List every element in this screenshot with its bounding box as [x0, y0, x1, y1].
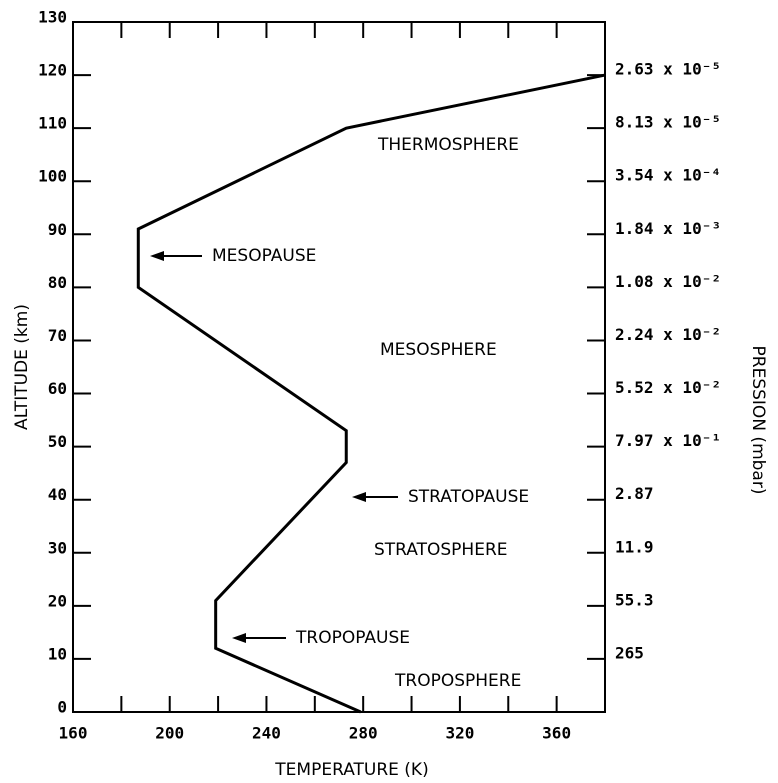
- annotation: TROPOSPHERE: [394, 671, 521, 691]
- temperature-line: [136, 73, 606, 714]
- x-axis-label: TEMPERATURE (K): [274, 760, 428, 780]
- y-tick-label: 50: [48, 432, 67, 451]
- y-tick-label: 100: [38, 167, 67, 186]
- y2-tick-label: 2.87: [615, 484, 654, 503]
- y2-tick-label: 2.24 x 10⁻²: [615, 325, 721, 344]
- y2-tick-label: 1.08 x 10⁻²: [615, 272, 721, 291]
- y-tick-label: 70: [48, 326, 67, 345]
- x-tick-label: 280: [349, 724, 378, 743]
- y2-tick-label: 7.97 x 10⁻¹: [615, 431, 721, 450]
- plot-frame: [72, 21, 606, 713]
- y2-tick-label: 3.54 x 10⁻⁴: [615, 166, 721, 185]
- y-axis-label: ALTITUDE (km): [12, 304, 32, 430]
- annotation: TROPOPAUSE: [295, 628, 410, 648]
- y2-tick-label: 55.3: [615, 590, 654, 609]
- y2-tick-label: 1.84 x 10⁻³: [615, 219, 721, 238]
- y-tick-label: 60: [48, 379, 67, 398]
- y2-tick-label: 5.52 x 10⁻²: [615, 378, 721, 397]
- annotation: MESOPAUSE: [212, 246, 316, 266]
- y2-tick-label: 11.9: [615, 537, 654, 556]
- y-tick-label: 130: [38, 8, 67, 27]
- y-tick-label: 30: [48, 538, 67, 557]
- y2-tick-label: 265: [615, 643, 644, 662]
- x-tick-label: 360: [542, 724, 571, 743]
- annotation: THERMOSPHERE: [377, 135, 519, 155]
- y-tick-label: 90: [48, 220, 67, 239]
- x-tick-label: 200: [155, 724, 184, 743]
- annotation: STRATOPAUSE: [408, 487, 529, 507]
- y-tick-label: 40: [48, 485, 67, 504]
- annotation: STRATOSPHERE: [374, 540, 508, 560]
- y-tick-label: 20: [48, 591, 67, 610]
- x-tick-label: 240: [252, 724, 281, 743]
- arrow-head: [150, 251, 164, 261]
- y-tick-label: 110: [38, 114, 67, 133]
- arrow-head: [232, 633, 246, 643]
- y-tick-label: 0: [57, 698, 67, 717]
- y2-axis-label: PRESSION (mbar): [748, 346, 768, 495]
- y-tick-label: 10: [48, 644, 67, 663]
- x-tick-label: 320: [445, 724, 474, 743]
- y2-tick-label: 8.13 x 10⁻⁵: [615, 113, 721, 132]
- y-tick-label: 120: [38, 61, 67, 80]
- y2-tick-label: 2.63 x 10⁻⁵: [615, 60, 721, 79]
- y-tick-label: 80: [48, 273, 67, 292]
- annotation: MESOSPHERE: [380, 340, 497, 360]
- x-tick-label: 160: [59, 724, 88, 743]
- arrow-head: [352, 492, 366, 502]
